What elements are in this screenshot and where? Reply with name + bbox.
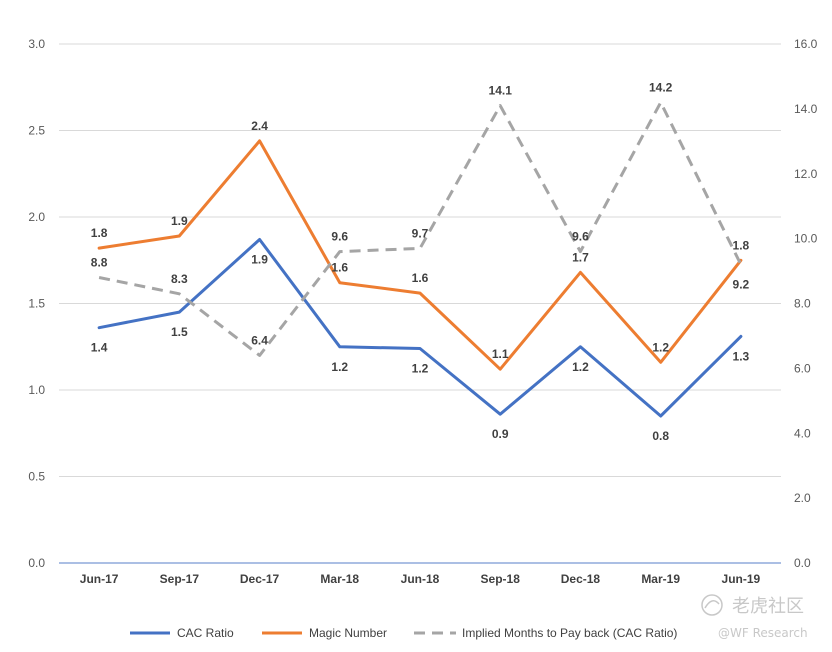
y-right-tick-label: 6.0	[794, 361, 811, 375]
x-tick-label: Mar-18	[320, 572, 359, 586]
data-label: 8.3	[171, 272, 188, 286]
data-label: 1.2	[652, 340, 669, 354]
data-label: 14.2	[649, 80, 673, 94]
y-right-tick-label: 14.0	[794, 102, 818, 116]
y-left-tick-label: 3.0	[28, 37, 45, 51]
data-label: 1.8	[91, 226, 108, 240]
data-label: 9.6	[572, 230, 589, 244]
data-label: 1.8	[733, 238, 750, 252]
gridlines	[59, 43, 781, 477]
y-right-tick-label: 0.0	[794, 556, 811, 570]
data-label: 2.4	[251, 119, 268, 133]
legend: CAC Ratio Magic Number Implied Months to P…	[130, 626, 677, 640]
x-axis: Jun-17 Sep-17 Dec-17 Mar-18 Jun-18 Sep-18 Dec-…	[59, 562, 781, 586]
x-tick-label: Mar-19	[641, 572, 680, 586]
data-label: 1.6	[331, 261, 348, 275]
y-left-tick-label: 2.0	[28, 210, 45, 224]
y-left-tick-label: 0.5	[28, 470, 45, 484]
data-label: 9.2	[733, 278, 750, 292]
data-label: 9.6	[331, 230, 348, 244]
data-label: 1.3	[733, 349, 750, 363]
data-label: 8.8	[91, 256, 108, 270]
data-label: 1.7	[572, 250, 589, 264]
watermark-source: @WF Research	[718, 626, 808, 640]
data-label: 1.9	[251, 252, 268, 266]
series-line-magic-number	[97, 139, 743, 371]
y-left-tick-label: 1.0	[28, 383, 45, 397]
data-label: 1.5	[171, 325, 188, 339]
data-label: 0.9	[492, 427, 509, 441]
y-left-tick-label: 0.0	[28, 556, 45, 570]
data-label: 1.2	[412, 361, 429, 375]
watermark-brand: 老虎社区	[732, 596, 804, 617]
x-tick-label: Dec-18	[561, 572, 601, 586]
data-label: 1.6	[412, 271, 429, 285]
series-lines	[97, 100, 743, 418]
legend-label: Magic Number	[309, 626, 387, 640]
x-tick-label: Jun-17	[80, 572, 119, 586]
legend-label: Implied Months to Pay back (CAC Ratio)	[462, 626, 677, 640]
data-label: 0.8	[652, 429, 669, 443]
data-label: 6.4	[251, 333, 268, 347]
y-right-tick-label: 2.0	[794, 491, 811, 505]
y-right-tick-label: 16.0	[794, 37, 818, 51]
data-label: 1.4	[91, 341, 108, 355]
data-label: 9.7	[412, 226, 429, 240]
legend-label: CAC Ratio	[177, 626, 234, 640]
x-tick-label: Jun-18	[401, 572, 440, 586]
watermark-logo-icon	[701, 594, 723, 616]
data-label: 1.2	[572, 360, 589, 374]
y-right-tick-label: 4.0	[794, 426, 811, 440]
x-tick-label: Dec-17	[240, 572, 280, 586]
y-right-tick-label: 12.0	[794, 167, 818, 181]
y-axis-left: 0.0 0.5 1.0 1.5 2.0 2.5 3.0	[28, 37, 45, 570]
y-left-tick-label: 2.5	[28, 124, 45, 138]
data-label: 1.2	[331, 360, 348, 374]
x-tick-label: Sep-18	[481, 572, 521, 586]
x-tick-label: Sep-17	[160, 572, 200, 586]
series-line-cac-ratio	[97, 238, 743, 418]
y-left-tick-label: 1.5	[28, 297, 45, 311]
data-label: 1.9	[171, 214, 188, 228]
y-right-tick-label: 10.0	[794, 232, 818, 246]
series-line-implied-months-to-pay-back-cac-ratio	[98, 100, 743, 357]
data-label: 14.1	[489, 84, 513, 98]
y-right-tick-label: 8.0	[794, 297, 811, 311]
data-labels: 1.4 1.5 1.9 1.2 1.2 0.9 1.2 0.8 1.3 1.8 1.9 2.4 1.6 1…	[91, 80, 750, 443]
watermark: 老虎社区 @WF Research	[701, 594, 808, 640]
y-axis-right: 0.0 2.0 4.0 6.0 8.0 10.0 12.0 14.0 16.0	[794, 37, 818, 570]
data-label: 1.1	[492, 347, 509, 361]
x-tick-label: Jun-19	[722, 572, 761, 586]
